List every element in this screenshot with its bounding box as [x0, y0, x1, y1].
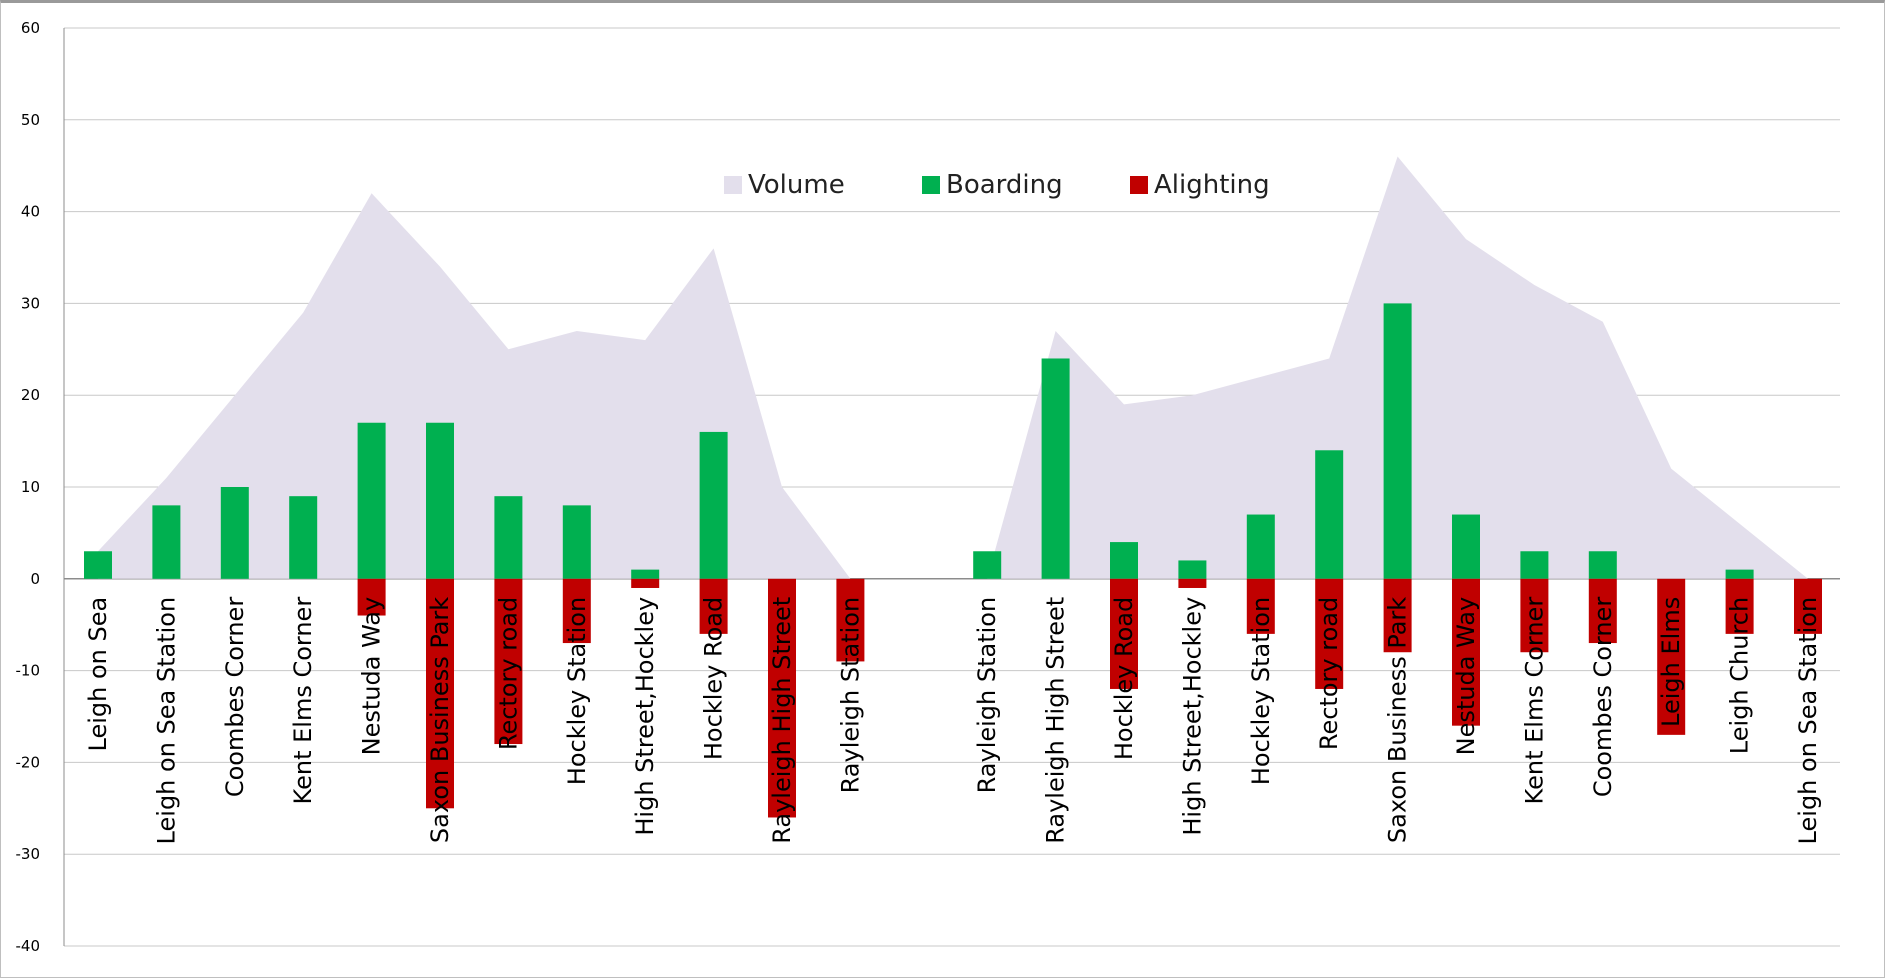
boarding-bar — [426, 422, 454, 579]
y-tick-label: 30 — [21, 294, 40, 312]
boarding-bar — [1110, 542, 1138, 579]
alighting-bar — [1588, 578, 1617, 644]
y-tick-label: 10 — [21, 478, 40, 496]
y-tick-label: 0 — [30, 570, 40, 588]
x-category-label: Leigh Elms — [1657, 597, 1685, 727]
legend-label: Boarding — [946, 170, 1063, 200]
x-category-label: Nestuda Way — [358, 597, 386, 756]
alighting-bar — [1246, 578, 1275, 634]
alighting-bar — [1794, 578, 1822, 634]
legend-swatch — [922, 176, 940, 194]
boarding-bar — [973, 551, 1002, 579]
alighting-bar — [836, 578, 865, 662]
boarding-bar — [699, 431, 728, 579]
x-category-label: Hockley Road — [700, 597, 728, 760]
alighting-bar — [1110, 578, 1138, 689]
y-tick-label: 20 — [21, 386, 40, 404]
x-category-label: Rayleigh High Street — [768, 597, 796, 844]
x-category-label: Saxon Business Park — [1384, 597, 1412, 843]
y-tick-label: -40 — [16, 937, 41, 955]
legend-label: Alighting — [1154, 170, 1270, 200]
alighting-bar — [1178, 578, 1207, 588]
x-category-label: Rayleigh High Street — [1042, 597, 1070, 844]
alighting-bar — [1315, 578, 1344, 689]
y-tick-label: 50 — [21, 111, 40, 129]
boarding-bar — [1178, 560, 1207, 579]
x-category-label: Rayleigh Station — [836, 597, 864, 794]
boarding-bar — [1725, 569, 1754, 579]
alighting-bar — [562, 578, 591, 644]
x-category-label: Leigh Church — [1726, 597, 1754, 754]
boarding-bar — [84, 551, 112, 579]
alighting-bar — [699, 578, 728, 634]
volume-area-segment — [98, 193, 851, 579]
alighting-bar — [426, 578, 454, 809]
legend-swatch — [724, 176, 742, 194]
alighting-bar — [1657, 578, 1686, 735]
x-category-label: High Street,Hockley — [1178, 597, 1206, 836]
x-category-label: Hockley Station — [563, 597, 591, 785]
x-category-label: Leigh on Sea — [84, 597, 112, 752]
x-category-label: Kent Elms Corner — [1520, 597, 1548, 805]
x-category-label: Leigh on Sea Station — [1794, 597, 1822, 845]
alighting-bar — [1383, 578, 1412, 653]
alighting-bar — [1725, 578, 1754, 634]
y-tick-label: -30 — [16, 845, 41, 863]
y-tick-label: 40 — [21, 203, 40, 221]
x-category-label: Leigh on Sea Station — [152, 597, 180, 845]
x-category-label: Hockley Station — [1247, 597, 1275, 785]
x-category-label: Nestuda Way — [1452, 597, 1480, 756]
alighting-bar — [494, 578, 523, 745]
x-category-label: Rectory road — [494, 597, 522, 750]
x-category-label: Coombes Corner — [1589, 597, 1617, 798]
boarding-bar — [1588, 551, 1617, 579]
alighting-bar — [1520, 578, 1549, 653]
legend-swatch — [1130, 176, 1148, 194]
alighting-bar — [768, 578, 796, 818]
boarding-bar — [1520, 551, 1549, 579]
alighting-bar — [1452, 578, 1480, 726]
y-tick-label: 60 — [21, 19, 40, 37]
boarding-bar — [1452, 514, 1480, 579]
x-axis-labels: Leigh on Sea Leigh on Sea Station Coombes … — [84, 597, 1822, 845]
boarding-bar — [357, 422, 386, 579]
boarding-bar — [220, 487, 249, 579]
x-category-label: Kent Elms Corner — [289, 597, 317, 805]
x-category-label: Rayleigh Station — [973, 597, 1001, 794]
boarding-bar — [562, 505, 591, 579]
x-category-label: Saxon Business Park — [426, 597, 454, 843]
y-tick-label: -10 — [16, 662, 41, 680]
x-category-label: Coombes Corner — [221, 597, 249, 798]
legend: Volume Boarding Alighting — [724, 170, 1270, 200]
boarding-bar — [631, 569, 660, 579]
y-axis: 60 50 40 30 20 10 0 -10 -20 -30 -40 — [16, 19, 41, 955]
boarding-bar — [1315, 450, 1344, 579]
boarding-bar — [1041, 358, 1070, 579]
y-tick-label: -20 — [16, 753, 41, 771]
x-category-label: High Street,Hockley — [631, 597, 659, 836]
x-category-label: Hockley Road — [1110, 597, 1138, 760]
bars — [84, 303, 1822, 818]
alighting-bar — [631, 578, 660, 588]
volume-area — [98, 156, 1808, 579]
alighting-bar — [357, 578, 386, 616]
boarding-bar — [152, 505, 181, 579]
x-category-label: Rectory road — [1315, 597, 1343, 750]
boarding-bar — [1383, 303, 1412, 579]
legend-label: Volume — [748, 170, 845, 200]
boarding-bar — [289, 496, 318, 579]
boarding-bar — [494, 496, 523, 579]
boarding-bar — [1246, 514, 1275, 579]
